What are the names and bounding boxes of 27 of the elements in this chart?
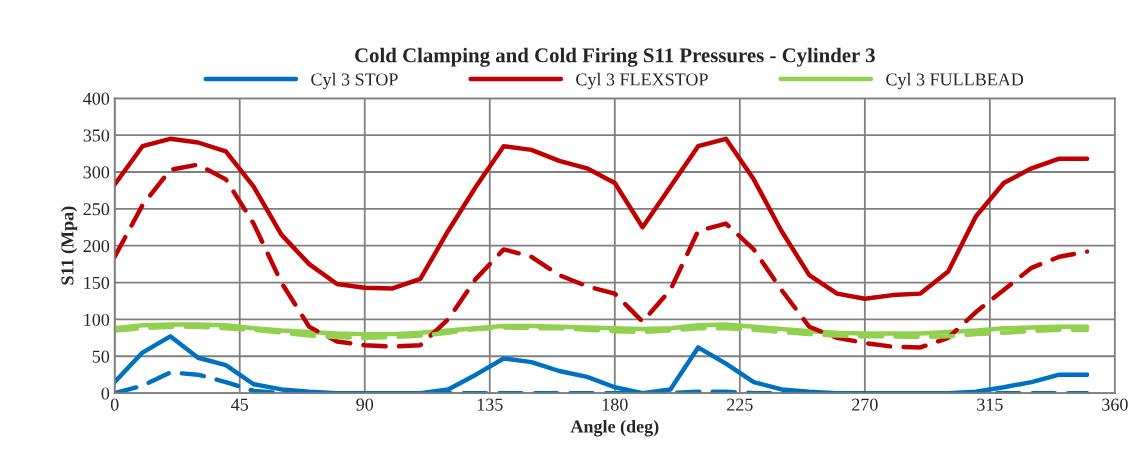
line-series xyxy=(114,162,1090,350)
x-tick-label: 270 xyxy=(852,398,878,411)
x-tick-label: 135 xyxy=(477,398,503,411)
legend-label: Cyl 3 STOP xyxy=(311,72,398,90)
y-tick-label: 150 xyxy=(84,276,110,289)
line-series xyxy=(114,334,1090,394)
y-tick-label: 250 xyxy=(83,203,110,216)
y-tick-label: 0 xyxy=(101,387,110,400)
x-tick-label: 0 xyxy=(110,398,119,411)
legend-label: Cyl 3 FLEXSTOP xyxy=(576,72,708,90)
x-tick-label: 180 xyxy=(602,398,628,411)
x-tick-label: 225 xyxy=(727,398,753,411)
y-tick-label: 300 xyxy=(83,166,110,179)
y-tick-label: 100 xyxy=(84,313,110,326)
x-tick-label: 315 xyxy=(977,398,1003,411)
y-tick-label: 50 xyxy=(92,350,110,363)
y-axis-title: S11 (Mpa) xyxy=(60,206,78,285)
y-tick-label: 200 xyxy=(83,239,110,253)
y-tick-label: 350 xyxy=(83,129,110,142)
x-tick-label: 360 xyxy=(1102,398,1128,411)
x-axis-title: Angle (deg) xyxy=(570,419,659,437)
y-tick-label: 400 xyxy=(83,92,110,105)
legend-label: Cyl 3 FULLBEAD xyxy=(886,72,1024,90)
line-series xyxy=(114,136,1090,301)
x-tick-label: 45 xyxy=(231,398,249,411)
chart-title: Cold Clamping and Cold Firing S11 Pressures - Cylinder 3 xyxy=(355,47,875,67)
x-tick-label: 90 xyxy=(356,398,374,411)
